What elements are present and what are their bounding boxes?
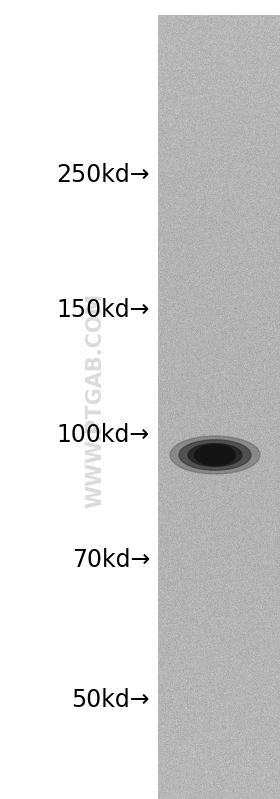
Text: 70kd→: 70kd→ [72,548,150,572]
Ellipse shape [188,443,242,467]
Text: 250kd→: 250kd→ [57,163,150,187]
Ellipse shape [195,444,235,466]
Text: 50kd→: 50kd→ [71,688,150,712]
Text: WWW.PTGAB.COM: WWW.PTGAB.COM [85,292,105,507]
Ellipse shape [170,436,260,474]
Text: 100kd→: 100kd→ [57,423,150,447]
Text: 150kd→: 150kd→ [57,298,150,322]
Ellipse shape [179,439,251,470]
